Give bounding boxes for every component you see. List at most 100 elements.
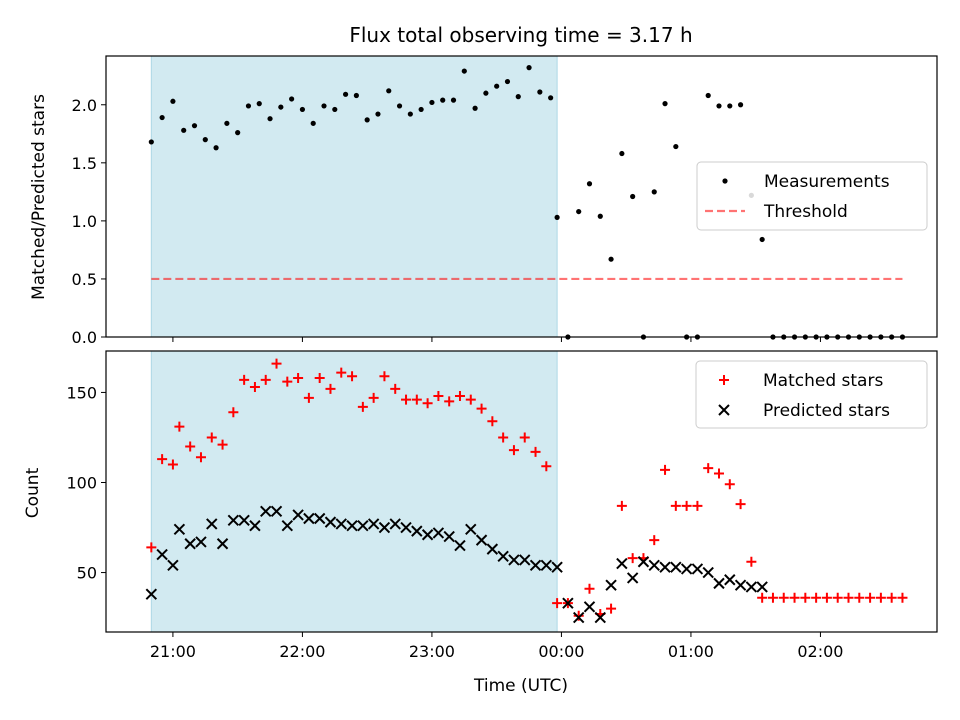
bottom-series0-point	[146, 542, 157, 553]
bottom-series1-point	[292, 509, 304, 521]
top-series0-point	[375, 111, 381, 117]
top-series0-point	[737, 102, 744, 108]
bottom-series0-point	[616, 500, 627, 511]
bottom-series0-point	[552, 598, 563, 609]
top-series0-point	[597, 213, 603, 219]
bottom-series0-point	[487, 416, 498, 427]
bottom-series1-point	[454, 539, 466, 552]
top-series0-point	[630, 193, 636, 200]
top-series0-point	[554, 214, 560, 221]
bottom-series0-point	[411, 394, 422, 405]
bottom-series0-point	[519, 432, 530, 443]
top-series0-point	[537, 89, 543, 95]
top-legend-label: Measurements	[764, 172, 890, 192]
bottom-series0-point	[167, 459, 178, 470]
bottom-series0-point	[271, 358, 282, 369]
top-y-tick-label: 2.0	[72, 96, 97, 115]
bottom-series0-point	[530, 446, 541, 457]
top-series0-point	[548, 95, 554, 101]
bottom-series0-point	[681, 500, 692, 511]
bottom-x-tick-label: 01:00	[668, 642, 714, 661]
bottom-series0-point	[185, 441, 196, 452]
bottom-series0-point	[368, 392, 379, 403]
bottom-series1-point	[313, 512, 326, 525]
bottom-series0-point	[660, 464, 671, 475]
bottom-series0-point	[573, 610, 584, 621]
top-series0-point	[267, 116, 273, 122]
bottom-series1-point	[713, 577, 725, 590]
top-shaded-region	[150, 55, 558, 338]
bottom-series0-point	[314, 373, 325, 384]
bottom-series1-point	[594, 611, 606, 624]
bottom-series1-point	[756, 581, 768, 593]
bottom-series1-point	[400, 521, 412, 534]
top-series0-point	[353, 92, 359, 99]
bottom-series1-point	[519, 554, 531, 566]
bottom-series0-point	[390, 383, 401, 394]
x-axis-label: Time (UTC)	[473, 676, 568, 696]
top-series0-point	[727, 103, 733, 109]
bottom-series1-point	[724, 574, 736, 586]
bottom-axes-frame	[105, 350, 938, 633]
bottom-series1-point	[281, 520, 294, 532]
bottom-series0-point	[757, 592, 768, 603]
bottom-series0-point	[854, 592, 865, 603]
bottom-series0-point	[692, 500, 703, 511]
top-series0-point	[504, 78, 511, 85]
bottom-series0-point	[157, 454, 168, 465]
bottom-series1-point	[206, 518, 218, 530]
top-series0-point	[619, 150, 625, 157]
bottom-series0-point	[800, 592, 811, 603]
bottom-series1-point	[195, 536, 207, 548]
top-series0-point	[310, 120, 316, 126]
bottom-series0-point	[811, 592, 822, 603]
bottom-series0-point	[454, 391, 465, 402]
bottom-series0-point	[670, 500, 681, 511]
top-series0-point	[396, 103, 403, 109]
bottom-series0-point	[789, 592, 800, 603]
top-series0-point	[364, 117, 370, 123]
bottom-series1-point	[260, 505, 272, 518]
top-series0-point	[662, 101, 668, 107]
bottom-x-tick-label: 21:00	[150, 642, 196, 661]
bottom-series1-point	[529, 559, 542, 572]
bottom-series0-point	[174, 421, 185, 432]
top-series0-point	[202, 137, 208, 143]
bottom-series0-point	[249, 382, 260, 393]
bottom-series0-point	[239, 374, 250, 385]
chart-title: Flux total observing time = 3.17 h	[349, 23, 692, 47]
bottom-series1-point	[367, 518, 380, 530]
bottom-series0-point	[401, 394, 412, 405]
top-series0-point	[515, 94, 521, 100]
bottom-series0-point	[293, 373, 304, 384]
bottom-legend-label: Predicted stars	[763, 401, 890, 421]
top-series0-point	[429, 99, 435, 106]
bottom-series0-point	[347, 371, 358, 382]
bottom-series1-point	[324, 516, 337, 528]
bottom-series1-point	[637, 556, 650, 568]
bottom-series0-point	[357, 401, 368, 412]
bottom-series1-point	[605, 579, 617, 591]
top-series0-point	[759, 236, 765, 243]
bottom-series0-point	[476, 403, 487, 414]
bottom-series1-point	[626, 572, 639, 584]
top-series0-point	[170, 98, 176, 104]
bottom-series1-point	[357, 520, 369, 532]
bottom-series1-point	[156, 548, 168, 561]
top-series0-point	[450, 97, 457, 103]
bottom-series0-point	[713, 468, 724, 479]
bottom-series0-point	[778, 592, 789, 603]
bottom-series1-point	[475, 534, 488, 546]
top-series0-point	[483, 90, 489, 96]
bottom-y-axis-label: Count	[23, 467, 43, 518]
bottom-series1-point	[227, 514, 240, 527]
bottom-series1-point	[465, 523, 477, 536]
bottom-series1-point	[659, 561, 671, 573]
bottom-series0-point	[325, 383, 336, 394]
bottom-series1-point	[497, 550, 509, 563]
bottom-series1-point	[583, 601, 596, 613]
top-series0-point	[342, 91, 349, 97]
bottom-legend-label: Matched stars	[763, 371, 883, 391]
bottom-shaded-region	[150, 350, 558, 633]
bottom-series0-point	[832, 592, 843, 603]
